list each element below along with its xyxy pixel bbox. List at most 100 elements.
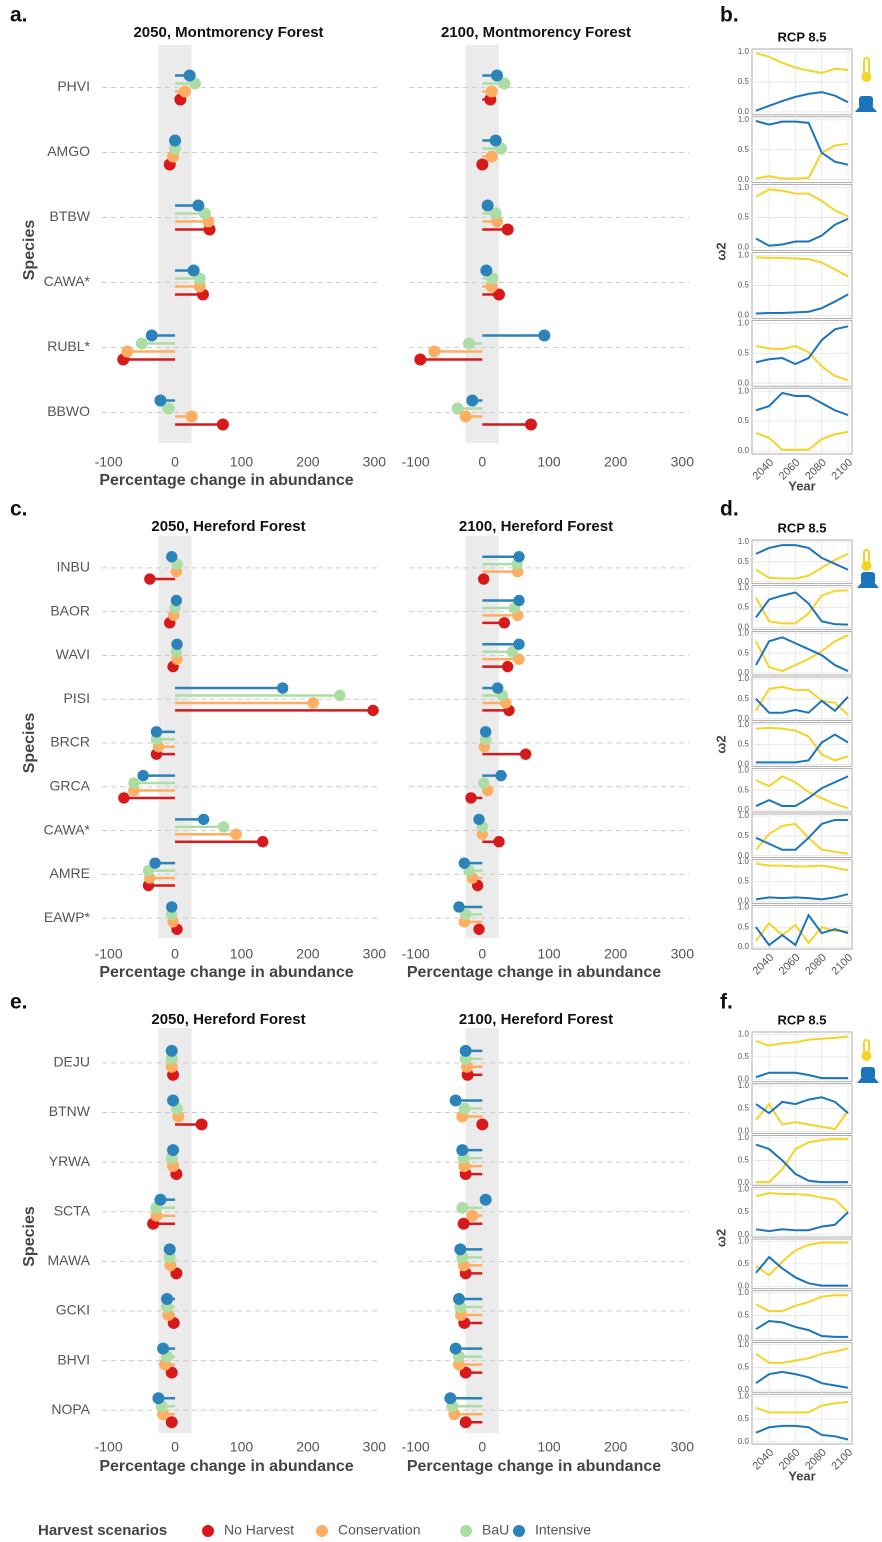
line <box>755 862 849 872</box>
lollipop-dot <box>466 1209 479 1222</box>
x-axis-label: Percentage change in abundance <box>99 964 353 981</box>
harvest-icon <box>855 96 879 1083</box>
x-tick-label: 200 <box>604 454 628 470</box>
y-tick-label: 0.5 <box>738 694 750 703</box>
y-tick-label: 0.5 <box>738 348 750 357</box>
y-tick-label: 0.5 <box>738 922 750 931</box>
lollipop-dot <box>149 857 161 869</box>
x-axis-label: Percentage change in abundance <box>99 1458 353 1475</box>
line <box>755 293 849 315</box>
lollipop-dot <box>538 329 551 342</box>
lollipop-dot <box>453 1292 465 1305</box>
x-tick-label: 0 <box>171 1439 179 1455</box>
y-tick-label: 0.0 <box>738 243 750 252</box>
chart-title: RCP 8.5 <box>778 29 827 44</box>
lollipop-dot <box>414 353 427 366</box>
chart-title: 2050, Hereford Forest <box>151 518 305 535</box>
y-tick-label: 1.0 <box>738 1392 750 1401</box>
line <box>755 1424 849 1441</box>
line <box>755 188 849 218</box>
lollipop-dot <box>163 1243 176 1256</box>
lollipop-dot <box>477 573 490 585</box>
lollipop-dot <box>477 777 490 789</box>
line <box>755 636 849 672</box>
x-tick-label: 100 <box>230 946 254 962</box>
lollipop-dot <box>493 836 505 848</box>
lollipop-dot <box>459 1366 472 1379</box>
y-tick-label: 0.0 <box>738 668 750 677</box>
lollipop-dot <box>451 402 464 415</box>
line <box>755 913 849 947</box>
x-tick-label: 300 <box>671 454 695 470</box>
y-tick-label: 1.0 <box>738 386 750 395</box>
y-tick-label: DEJU <box>53 1054 90 1070</box>
x-tick-label: 100 <box>537 454 561 470</box>
line <box>755 1320 849 1338</box>
lollipop-dot <box>121 345 134 358</box>
y-tick-label: 0.0 <box>738 175 750 184</box>
lollipop-dot <box>473 813 485 826</box>
y-tick-label: 0.5 <box>738 1362 750 1371</box>
y-tick-label: 0.0 <box>738 1230 750 1239</box>
lollipop-dot <box>171 638 183 650</box>
lollipop-dot <box>169 134 182 147</box>
lollipop-dot <box>162 402 175 415</box>
line <box>755 1211 849 1233</box>
y-tick-label: 0.5 <box>738 831 750 840</box>
panel-label: e. <box>10 991 28 1014</box>
x-tick-label: 0 <box>171 454 179 470</box>
lollipop-dot <box>165 1416 178 1429</box>
line <box>755 1143 849 1184</box>
y-tick-label: 1.0 <box>738 720 750 729</box>
x-tick-label: -100 <box>402 454 430 470</box>
y-tick-label: BRCR <box>50 734 90 750</box>
x-axis-label: Percentage change in abundance <box>99 472 353 489</box>
line <box>755 1102 849 1131</box>
x-tick-label: 200 <box>296 454 320 470</box>
y-tick-label: 1.0 <box>738 628 750 637</box>
panel-label: b. <box>720 4 739 27</box>
y-tick-label: 0.5 <box>738 416 750 425</box>
y-tick-label: 1.0 <box>738 47 750 56</box>
x-tick-label: 300 <box>363 946 387 962</box>
legend-swatch <box>460 1525 472 1537</box>
lollipop-dot <box>257 836 269 848</box>
lollipop-dot <box>491 682 504 694</box>
lollipop-dot <box>525 418 537 431</box>
legend-label: No Harvest <box>224 1522 294 1538</box>
line <box>755 696 849 714</box>
y-tick-label: 1.0 <box>738 1133 750 1142</box>
line <box>755 1294 849 1313</box>
y-tick-label: 0.5 <box>738 603 750 612</box>
y-tick-label: 0.0 <box>738 1126 750 1135</box>
legend-swatch <box>316 1525 328 1537</box>
line <box>755 1035 849 1047</box>
y-tick-label: 1.0 <box>738 251 750 260</box>
lollipop-dot <box>513 653 525 665</box>
lollipop-dot <box>217 821 230 833</box>
lollipop-dot <box>501 660 514 673</box>
x-tick-label: 0 <box>171 946 179 962</box>
lollipop-dot <box>476 158 489 171</box>
x-tick-label: -100 <box>95 946 123 962</box>
y-tick-label: 1.0 <box>738 1340 750 1349</box>
lollipop-dot <box>489 134 502 147</box>
chart-title: 2050, Hereford Forest <box>151 1011 305 1028</box>
y-tick-label: 0.0 <box>738 714 750 723</box>
line <box>755 142 849 180</box>
lollipop-dot <box>493 288 505 301</box>
x-tick-label: 2040 <box>750 1447 776 1473</box>
y-tick-label: 0.5 <box>738 648 750 657</box>
y-tick-label: 0.0 <box>738 1385 750 1394</box>
x-tick-label: 2040 <box>750 952 776 978</box>
y-tick-label: YRWA <box>49 1153 91 1169</box>
x-tick-label: -100 <box>402 1439 430 1455</box>
x-axis-label: Percentage change in abundance <box>407 1458 661 1475</box>
lollipop-dot <box>459 410 472 423</box>
line <box>755 544 849 571</box>
lollipop-dot <box>165 1044 178 1057</box>
y-tick-label: 0.0 <box>738 577 750 586</box>
shaded-band <box>158 45 192 443</box>
x-tick-label: 2100 <box>829 952 855 978</box>
